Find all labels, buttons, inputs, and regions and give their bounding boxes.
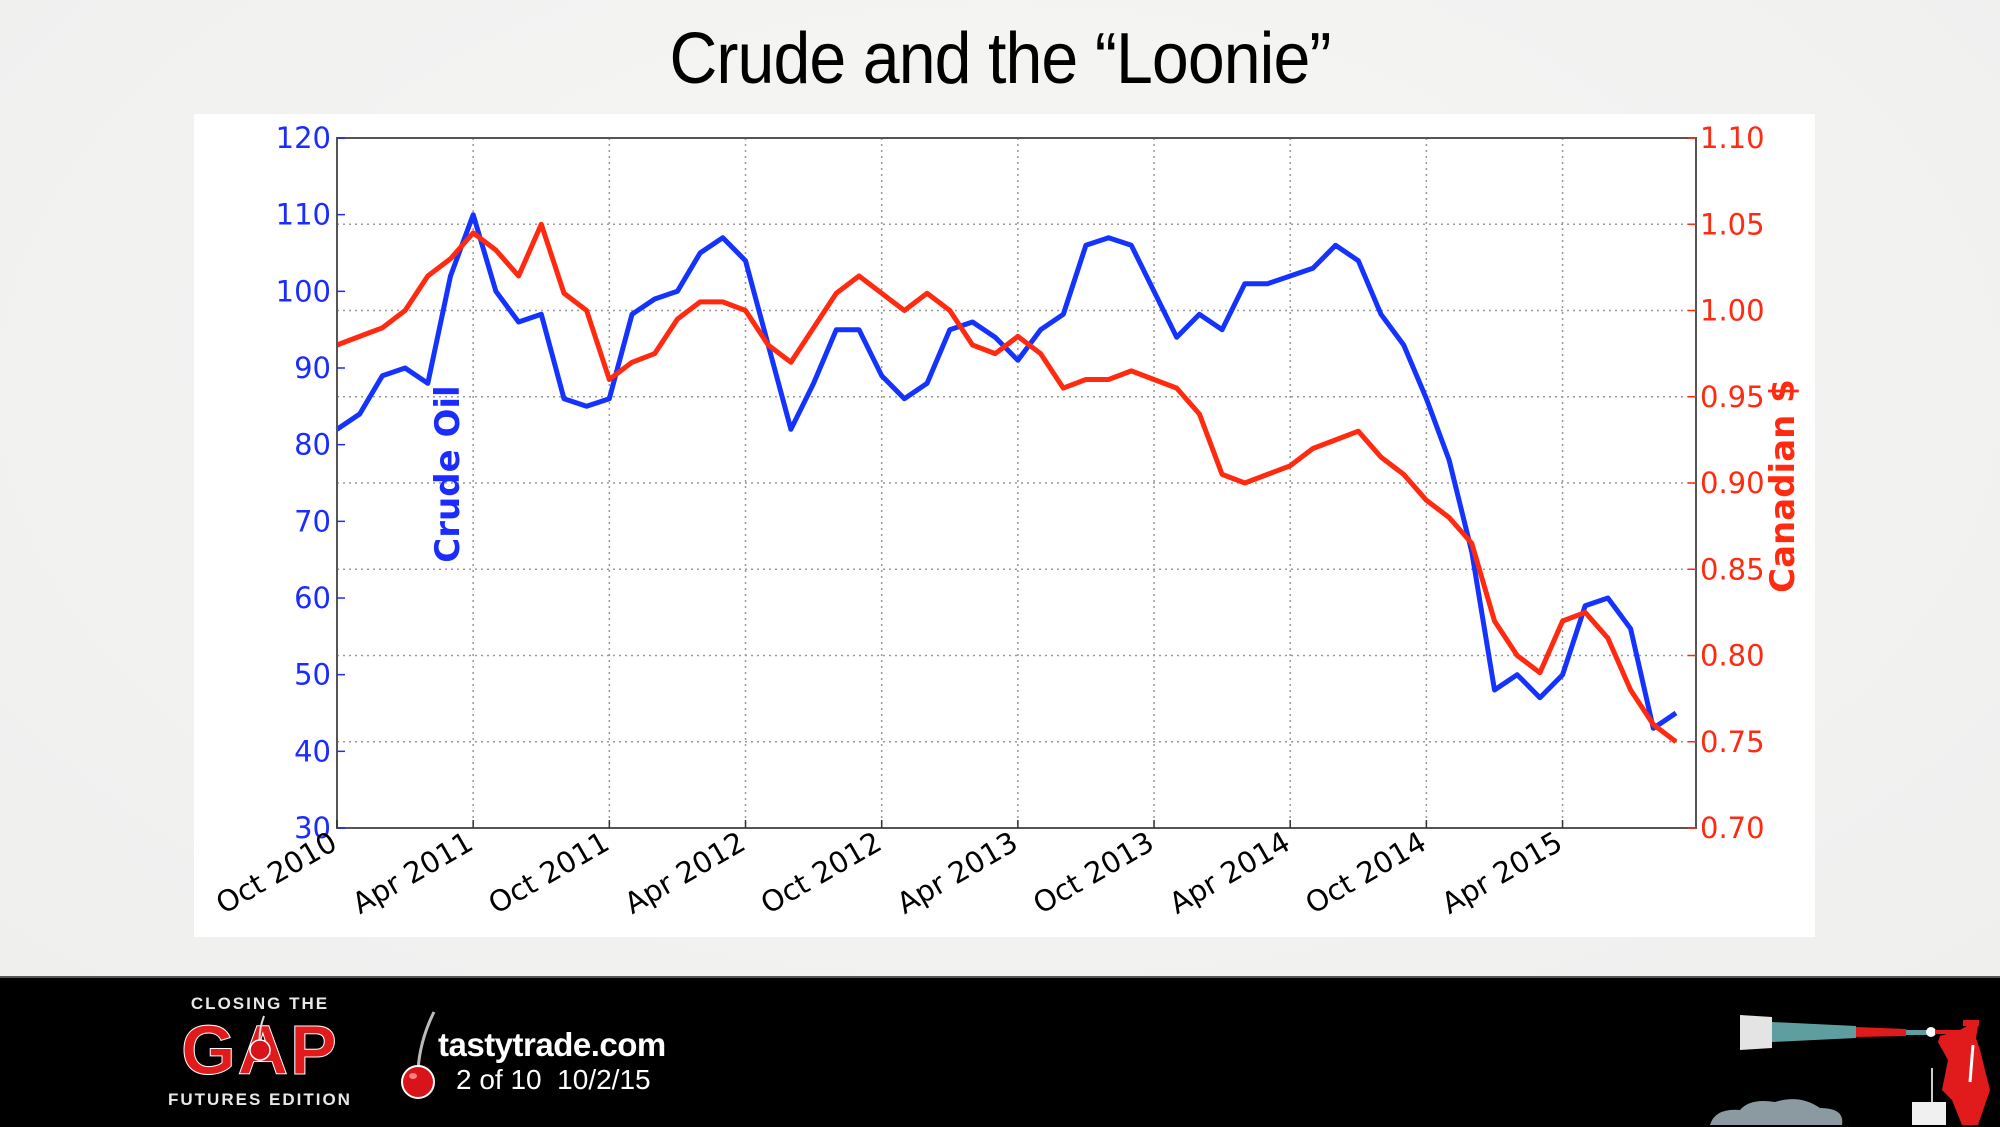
right-tick-label: 0.70	[1700, 811, 1765, 845]
left-tick-label: 110	[276, 198, 331, 232]
closing-the-gap-logo: CLOSING THE GAP FUTURES EDITION	[160, 992, 360, 1112]
telescope-man-illustration	[1710, 1015, 1990, 1125]
x-tick-label: Oct 2013	[1027, 825, 1159, 921]
cherry-icon	[401, 1011, 436, 1099]
chart-series	[335, 212, 1678, 744]
x-tick-label: Apr 2015	[1436, 825, 1568, 921]
left-tick-label: 90	[294, 351, 331, 385]
left-tick-label: 60	[294, 581, 331, 615]
right-axis-ticks: 1.10 1.05 1.00 0.95 0.90 0.85 0.80 0.75 0.70	[1688, 121, 1765, 845]
x-tick-label: Apr 2013	[891, 825, 1023, 921]
gap-logo-top-text: CLOSING THE	[190, 994, 330, 1013]
left-tick-label: 40	[294, 734, 331, 768]
page-info: 2 of 10 10/2/15	[456, 1064, 651, 1095]
left-tick-label: 100	[276, 274, 331, 308]
chart-gridlines	[337, 138, 1696, 828]
left-axis-ticks: 120 110 100 90 80 70 60 50 40 30	[276, 121, 345, 845]
x-tick-label: Oct 2012	[755, 825, 887, 921]
x-tick-label: Apr 2011	[346, 825, 478, 921]
right-tick-label: 1.00	[1700, 294, 1765, 328]
crude-oil-line	[335, 212, 1678, 731]
x-tick-label: Apr 2014	[1163, 825, 1295, 921]
x-tick-label: Apr 2012	[619, 825, 751, 921]
canadian-dollar-line	[336, 221, 1678, 744]
line-chart: 120 110 100 90 80 70 60 50 40 30 1.10 1.05 1.00 0.95…	[210, 121, 1803, 921]
left-axis-title: Crude Oil	[428, 385, 468, 562]
right-tick-label: 0.90	[1700, 466, 1765, 500]
footer-bar	[0, 976, 2000, 1127]
x-tick-label: Oct 2014	[1300, 825, 1432, 921]
cherry-icon	[249, 1015, 271, 1061]
right-tick-label: 0.85	[1700, 552, 1765, 586]
chart-panel: 120 110 100 90 80 70 60 50 40 30 1.10 1.05 1.00 0.95…	[194, 114, 1815, 937]
slide-title: Crude and the “Loonie”	[669, 19, 1331, 99]
site-name: tastytrade.com	[438, 1026, 666, 1063]
x-axis-ticks: Oct 2010 Apr 2011 Oct 2011 Apr 2012 Oct 2012…	[210, 820, 1568, 921]
left-tick-label: 120	[276, 121, 331, 155]
x-tick-label: Oct 2010	[210, 825, 342, 921]
right-tick-label: 0.95	[1700, 380, 1765, 414]
right-tick-label: 0.80	[1700, 639, 1765, 673]
right-tick-label: 1.10	[1700, 121, 1765, 155]
left-tick-label: 70	[294, 504, 331, 538]
gap-logo-bottom-text: FUTURES EDITION	[168, 1090, 352, 1109]
left-tick-label: 80	[294, 428, 331, 462]
right-axis-title: Canadian $	[1763, 379, 1803, 593]
left-tick-label: 30	[294, 811, 331, 845]
tastytrade-logo: tastytrade.com 2 of 10 10/2/15	[400, 1010, 700, 1110]
right-tick-label: 1.05	[1700, 207, 1765, 241]
x-tick-label: Oct 2011	[483, 825, 615, 921]
left-tick-label: 50	[294, 658, 331, 692]
right-tick-label: 0.75	[1700, 725, 1765, 759]
